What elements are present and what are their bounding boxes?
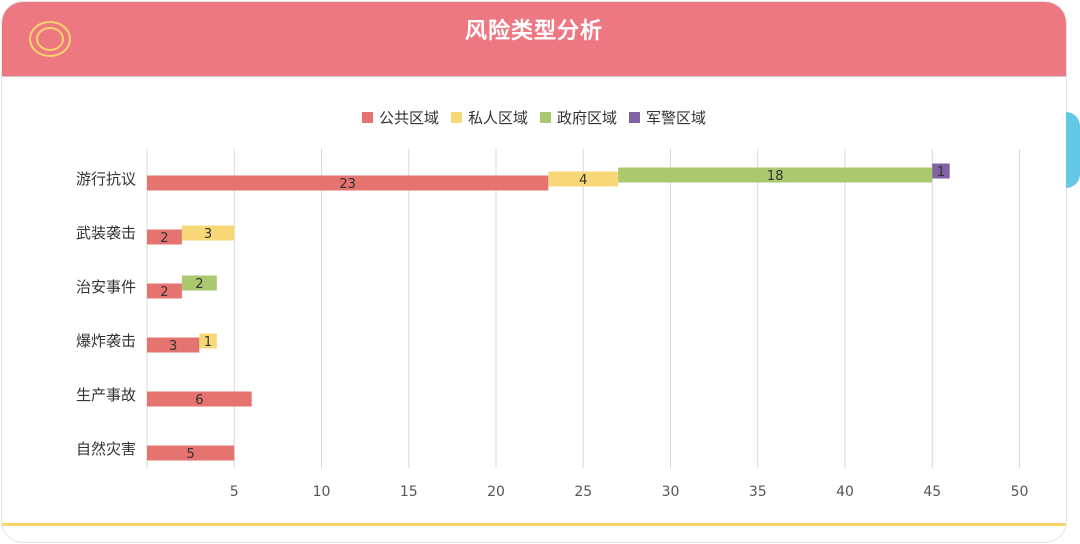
x-tick-label: 30 — [662, 484, 680, 500]
bar-value-label: 6 — [195, 393, 203, 408]
legend-swatch — [629, 111, 641, 123]
category-label: 武装袭击 — [76, 224, 136, 242]
x-tick-label: 20 — [487, 484, 505, 500]
legend-swatch — [361, 111, 373, 123]
page-title: 风险类型分析 — [464, 19, 603, 44]
bar-segment[interactable] — [932, 163, 950, 179]
bar-segment[interactable] — [147, 283, 182, 299]
bar-segment[interactable] — [181, 275, 217, 291]
bar-value-label: 1 — [937, 165, 945, 180]
legend-item[interactable]: 私人区域 — [450, 107, 528, 128]
bar-segment[interactable] — [147, 391, 252, 407]
x-tick-label: 10 — [313, 484, 331, 500]
bottom-accent-line — [2, 523, 1066, 526]
x-tick-label: 45 — [923, 484, 941, 500]
bar-value-label: 23 — [339, 177, 356, 192]
legend-item[interactable]: 政府区域 — [540, 107, 617, 128]
x-tick-label: 40 — [836, 484, 854, 500]
bar-segment[interactable] — [147, 445, 235, 461]
bar-value-label: 2 — [195, 277, 203, 292]
bar-value-label: 18 — [767, 169, 784, 184]
category-label: 生产事故 — [76, 386, 136, 404]
x-tick-label: 5 — [230, 484, 239, 500]
legend-swatch — [450, 111, 462, 123]
bar-segment[interactable] — [618, 167, 933, 183]
chart-legend: 公共区域 私人区域 政府区域 军警区域 — [2, 106, 1066, 128]
legend-swatch — [540, 111, 551, 123]
x-tick-label: 35 — [749, 484, 767, 500]
legend-label: 政府区域 — [557, 108, 618, 127]
bar-value-label: 5 — [186, 447, 194, 462]
legend-label: 军警区域 — [646, 108, 707, 127]
bar-value-label: 3 — [169, 339, 177, 354]
category-label: 爆炸袭击 — [76, 332, 136, 350]
x-tick-label: 50 — [1011, 484, 1029, 500]
legend-label: 公共区域 — [378, 108, 439, 127]
bar-value-label: 2 — [160, 231, 168, 246]
bar-value-label: 1 — [204, 335, 212, 350]
side-tab[interactable] — [1066, 112, 1080, 188]
bar-segment[interactable] — [181, 225, 235, 241]
bar-value-label: 3 — [204, 227, 212, 242]
bar-segment[interactable] — [147, 229, 182, 245]
legend-label: 私人区域 — [467, 108, 528, 127]
x-tick-label: 15 — [400, 484, 418, 500]
bar-value-label: 4 — [579, 173, 587, 188]
category-label: 自然灾害 — [76, 440, 136, 458]
legend-item[interactable]: 公共区域 — [361, 107, 439, 128]
category-label: 治安事件 — [76, 278, 136, 296]
header-bar: 风险类型分析 — [2, 2, 1066, 77]
bar-value-label: 2 — [160, 285, 168, 300]
x-tick-label: 25 — [574, 484, 592, 500]
bar-segment[interactable] — [199, 333, 217, 349]
bar-segment[interactable] — [147, 337, 200, 353]
bar-segment[interactable] — [548, 171, 619, 187]
target-ring-icon — [29, 21, 71, 57]
legend-item[interactable]: 军警区域 — [629, 107, 706, 128]
category-label: 游行抗议 — [76, 170, 136, 188]
bar-segment[interactable] — [147, 175, 549, 191]
